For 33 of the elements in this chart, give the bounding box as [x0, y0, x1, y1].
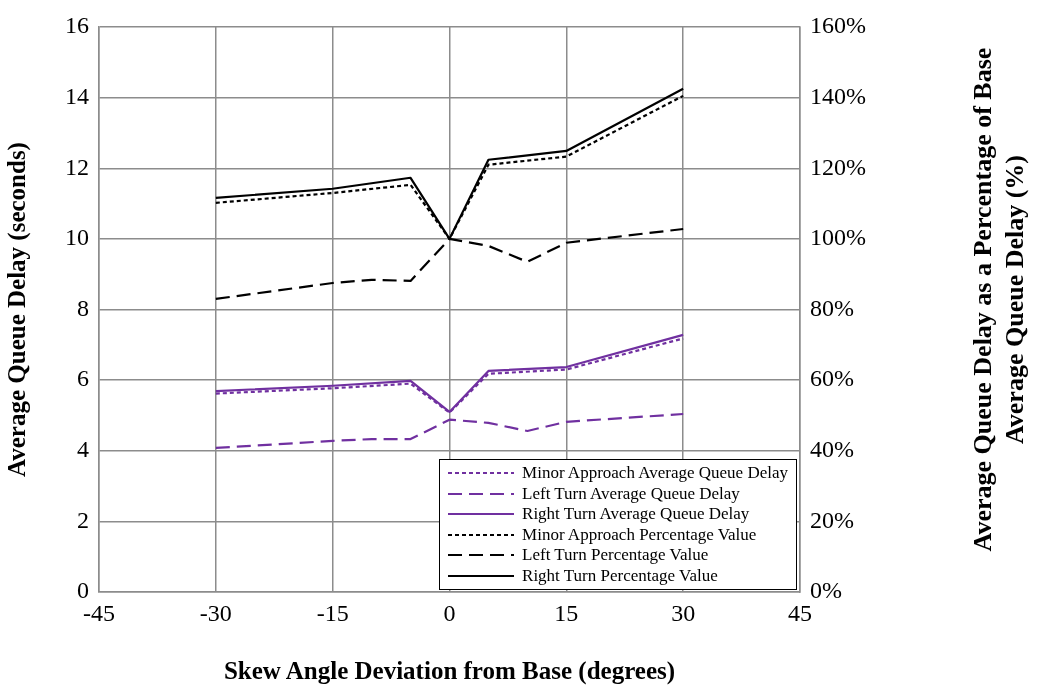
- x-axis-title: Skew Angle Deviation from Base (degrees): [223, 657, 676, 686]
- y-axis-title: Average Queue Delay (seconds): [3, 142, 32, 477]
- x-tick-label: -15: [316, 599, 349, 626]
- x-tick-label: -30: [199, 599, 232, 626]
- y2-axis-title: Average Queue Delay as a Percentage of Base Average Queue Delay (%): [967, 47, 1029, 552]
- y2-tick-label: 160%: [810, 12, 866, 39]
- y-tick-label: 6: [77, 365, 89, 392]
- x-tick-label: 0: [443, 599, 456, 626]
- x-tick-label: 15: [554, 599, 579, 626]
- y2-tick-label: 140%: [810, 82, 866, 109]
- y-tick-label: 16: [65, 12, 89, 39]
- legend-label: Minor Approach Percentage Value: [522, 524, 757, 545]
- y-tick-label: 8: [77, 294, 89, 321]
- y-tick-label: 10: [65, 224, 89, 251]
- y2-tick-label: 0%: [810, 577, 842, 604]
- x-tick-label: 30: [671, 599, 696, 626]
- y2-tick-label: 120%: [810, 153, 866, 180]
- y2-tick-label: 80%: [810, 294, 854, 321]
- y2-tick-label: 40%: [810, 436, 854, 463]
- legend-label: Left Turn Average Queue Delay: [522, 483, 740, 504]
- y-tick-label: 2: [77, 506, 89, 533]
- x-tick-label: 45: [788, 599, 812, 626]
- y-tick-label: 14: [65, 82, 89, 109]
- y2-tick-label: 20%: [810, 506, 854, 533]
- line-series: [214, 412, 685, 450]
- legend-label: Left Turn Percentage Value: [522, 545, 709, 566]
- legend-label: Right Turn Percentage Value: [522, 565, 718, 586]
- y2-tick-label: 100%: [810, 224, 866, 251]
- y-tick-label: 12: [65, 153, 89, 180]
- legend-label: Right Turn Average Queue Delay: [522, 504, 750, 525]
- legend-label: Minor Approach Average Queue Delay: [522, 463, 788, 484]
- y2-tick-label: 60%: [810, 365, 854, 392]
- y-tick-label: 4: [77, 436, 89, 463]
